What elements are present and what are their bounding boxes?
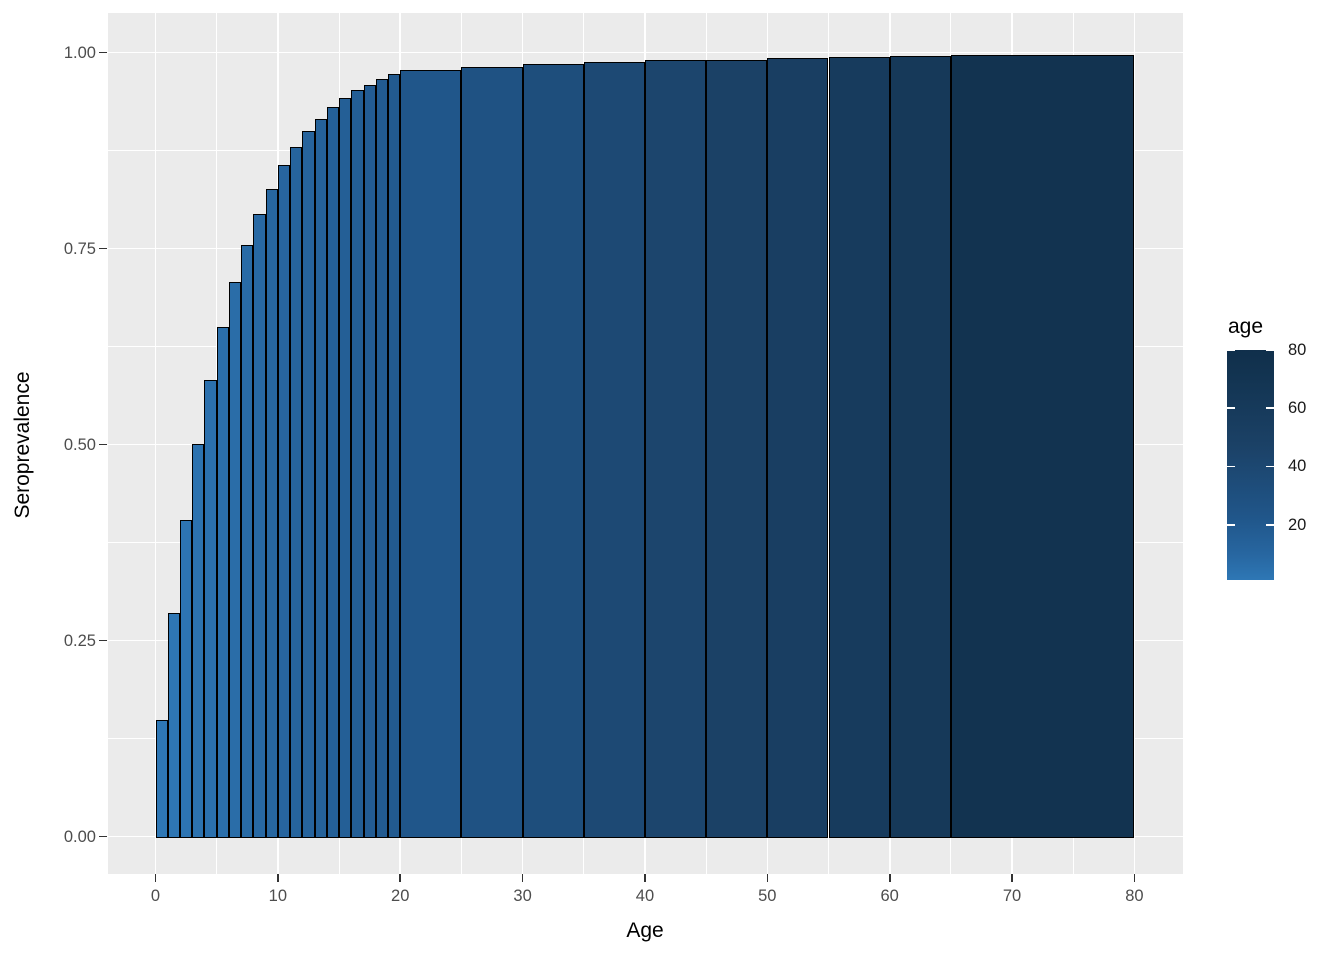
bar-age-50-55 (767, 58, 829, 838)
plot-panel (108, 13, 1183, 874)
x-axis-tick (766, 874, 769, 882)
y-tick-label: 0.25 (63, 631, 96, 650)
y-tick-label: 1.00 (63, 43, 96, 62)
bar-age-45-50 (706, 59, 768, 838)
y-axis-tick (99, 51, 107, 54)
x-axis-tick (1011, 874, 1013, 882)
y-tick-label: 0.00 (63, 827, 96, 846)
legend-title: age (1228, 315, 1264, 338)
x-major-gridline (1133, 13, 1136, 874)
x-axis-tick (644, 874, 646, 882)
x-tick-label: 10 (268, 887, 288, 905)
x-axis-tick (521, 874, 524, 882)
legend-colorbar (1227, 350, 1274, 580)
legend-tick (1266, 465, 1274, 468)
legend-tick (1227, 407, 1235, 410)
bar-age-11-12 (290, 147, 303, 838)
bar-age-6-7 (228, 282, 242, 838)
x-tick-label: 60 (880, 887, 899, 905)
bar-age-15-16 (339, 97, 352, 838)
y-axis-tick (99, 443, 107, 446)
x-tick-label: 50 (758, 887, 777, 905)
bar-age-18-19 (375, 79, 388, 838)
y-axis-tick (99, 639, 107, 642)
bar-age-60-65 (889, 56, 951, 838)
y-axis-title: Seroprevalence (11, 371, 34, 519)
bar-age-35-40 (583, 61, 645, 838)
x-axis-tick (277, 874, 279, 882)
legend-tick (1266, 349, 1274, 351)
bar-age-13-14 (314, 119, 327, 838)
bar-age-3-4 (192, 443, 205, 838)
bar-age-30-35 (522, 64, 584, 838)
bar-age-12-13 (302, 130, 315, 838)
x-axis-tick (154, 874, 157, 882)
bar-age-7-8 (241, 244, 254, 838)
bar-age-19-20 (387, 74, 401, 838)
legend-tick-label: 80 (1288, 341, 1307, 359)
x-tick-label: 20 (391, 887, 410, 905)
legend-tick (1227, 523, 1235, 526)
bar-age-5-6 (216, 326, 229, 838)
y-tick-label: 0.50 (63, 435, 96, 454)
y-tick-label: 0.75 (63, 239, 96, 258)
legend-tick-label: 40 (1288, 457, 1307, 476)
legend-tick (1227, 349, 1235, 351)
x-tick-label: 30 (513, 887, 532, 905)
bar-age-65-80 (950, 55, 1135, 838)
bar-age-9-10 (265, 188, 278, 838)
x-tick-label: 70 (1002, 887, 1022, 905)
x-axis-tick (888, 874, 891, 882)
bar-age-0-1 (155, 719, 168, 838)
legend-tick-label: 60 (1288, 399, 1307, 418)
x-tick-label: 80 (1125, 887, 1144, 905)
legend-tick (1227, 465, 1235, 468)
x-axis-title: Age (626, 919, 664, 942)
bar-age-25-30 (461, 66, 523, 838)
bar-age-17-18 (363, 84, 376, 838)
bar-age-16-17 (351, 90, 364, 838)
bar-age-1-2 (167, 613, 180, 838)
bar-age-55-60 (828, 57, 890, 838)
x-major-gridline (154, 13, 157, 874)
bar-age-10-11 (277, 165, 291, 838)
x-tick-label: 40 (635, 887, 655, 905)
y-axis-tick (99, 247, 107, 250)
bar-age-40-45 (644, 60, 707, 838)
legend-tick (1266, 407, 1274, 410)
bar-age-8-9 (253, 214, 266, 838)
legend-tick-label: 20 (1288, 515, 1307, 534)
bar-age-2-3 (179, 519, 193, 838)
bar-age-14-15 (326, 107, 340, 838)
legend-tick (1266, 523, 1274, 526)
x-axis-tick (1133, 874, 1136, 882)
y-axis-tick (99, 835, 107, 838)
x-tick-label: 0 (150, 887, 161, 905)
x-axis-tick (399, 874, 402, 882)
bar-age-4-5 (204, 380, 217, 838)
bar-age-20-25 (400, 69, 462, 838)
